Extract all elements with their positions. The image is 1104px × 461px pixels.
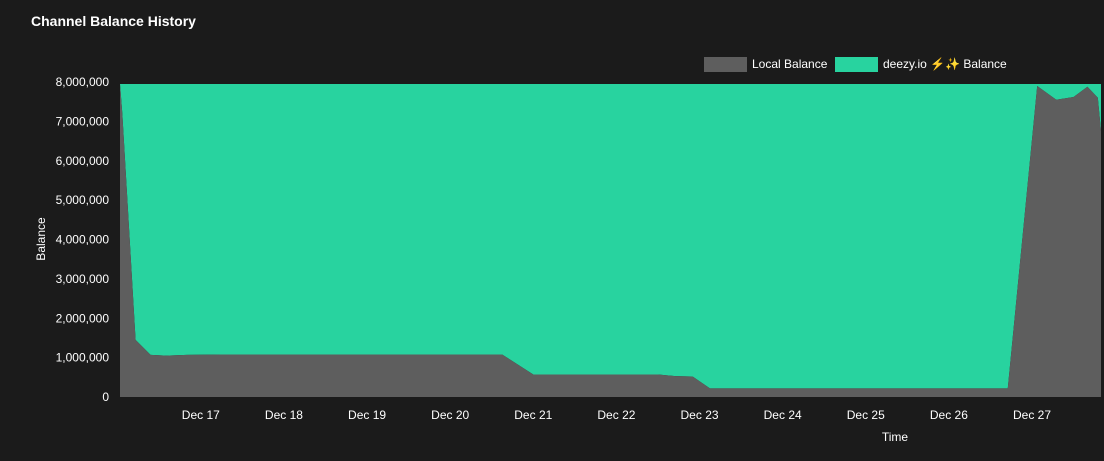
plot-area xyxy=(120,83,1101,397)
legend-label-remote[interactable]: deezy.io ⚡✨ Balance xyxy=(883,57,1007,71)
y-tick-label: 7,000,000 xyxy=(56,114,110,128)
y-tick-label: 6,000,000 xyxy=(56,154,110,168)
x-tick-label: Dec 27 xyxy=(1013,408,1051,422)
x-tick-label: Dec 22 xyxy=(597,408,635,422)
y-axis-ticks: 0 1,000,000 2,000,000 3,000,000 4,000,000 5,0… xyxy=(56,75,110,404)
x-tick-label: Dec 21 xyxy=(514,408,552,422)
area-local-balance xyxy=(120,83,1101,397)
legend-swatch-remote[interactable] xyxy=(835,57,878,72)
x-tick-label: Dec 26 xyxy=(930,408,968,422)
legend[interactable]: Local Balance deezy.io ⚡✨ Balance xyxy=(704,57,1007,72)
y-tick-label: 0 xyxy=(102,390,109,404)
legend-swatch-local[interactable] xyxy=(704,57,747,72)
x-axis-ticks: Dec 17 Dec 18 Dec 19 Dec 20 Dec 21 Dec 22 Dec … xyxy=(182,408,1052,422)
y-tick-label: 2,000,000 xyxy=(56,311,110,325)
x-tick-label: Dec 20 xyxy=(431,408,469,422)
y-tick-label: 5,000,000 xyxy=(56,193,110,207)
area-remote-balance xyxy=(120,83,1101,389)
x-tick-label: Dec 19 xyxy=(348,408,386,422)
x-tick-label: Dec 23 xyxy=(681,408,719,422)
x-tick-label: Dec 25 xyxy=(847,408,885,422)
x-tick-label: Dec 18 xyxy=(265,408,303,422)
y-tick-label: 8,000,000 xyxy=(56,75,110,89)
legend-label-local[interactable]: Local Balance xyxy=(752,57,828,71)
chart-title: Channel Balance History xyxy=(31,13,196,29)
y-tick-label: 3,000,000 xyxy=(56,272,110,286)
x-tick-label: Dec 24 xyxy=(764,408,802,422)
y-tick-label: 1,000,000 xyxy=(56,351,110,365)
y-axis-label: Balance xyxy=(34,217,48,261)
x-axis-label: Time xyxy=(882,430,909,444)
x-tick-label: Dec 17 xyxy=(182,408,220,422)
y-tick-label: 4,000,000 xyxy=(56,233,110,247)
